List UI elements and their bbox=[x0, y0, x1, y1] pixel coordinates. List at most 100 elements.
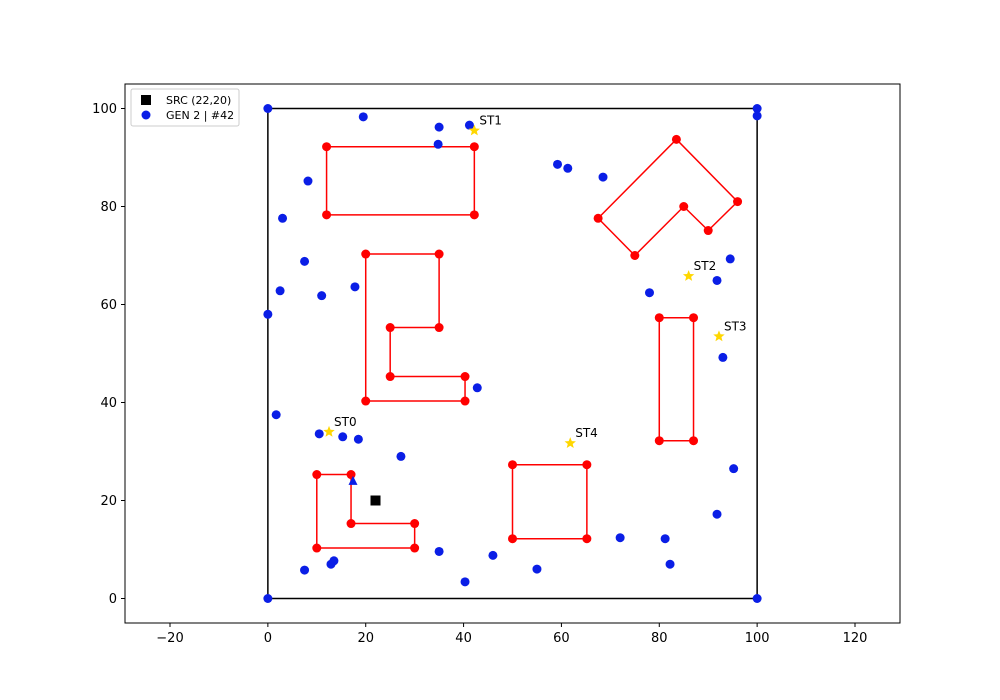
point-0-39 bbox=[263, 594, 273, 603]
obstacle-4-vertex-1 bbox=[689, 436, 699, 446]
point-0-0 bbox=[263, 104, 273, 113]
obstacle-1-vertex-7 bbox=[361, 249, 371, 259]
point-0-26 bbox=[396, 451, 406, 461]
obstacle-1-vertex-3 bbox=[385, 372, 395, 382]
obstacle-1-vertex-5 bbox=[434, 323, 444, 333]
obstacle-5-vertex-5 bbox=[671, 134, 681, 144]
station-label-3: ST3 bbox=[724, 319, 747, 333]
obstacle-3-vertex-2 bbox=[582, 460, 592, 470]
point-0-4 bbox=[433, 139, 443, 149]
obstacle-1-vertex-6 bbox=[434, 249, 444, 259]
point-0-30 bbox=[660, 534, 670, 544]
x-tick-label-1: 0 bbox=[264, 631, 272, 646]
y-tick-label-5: 100 bbox=[92, 102, 117, 117]
obstacle-0-vertex-2 bbox=[469, 142, 479, 152]
obstacle-5-vertex-3 bbox=[703, 226, 713, 236]
point-0-7 bbox=[303, 176, 313, 186]
obstacle-0-vertex-1 bbox=[469, 210, 479, 220]
legend-marker-0 bbox=[141, 95, 151, 105]
obstacle-2-vertex-2 bbox=[410, 519, 420, 529]
obstacle-4-vertex-2 bbox=[689, 313, 699, 323]
point-0-37 bbox=[532, 564, 542, 574]
point-0-27 bbox=[729, 464, 739, 474]
point-0-12 bbox=[300, 256, 310, 266]
obstacle-2-vertex-5 bbox=[312, 470, 322, 480]
point-0-17 bbox=[725, 254, 735, 264]
obstacle-5-vertex-0 bbox=[593, 213, 603, 223]
obstacle-1-vertex-2 bbox=[460, 372, 470, 382]
x-tick-label-7: 120 bbox=[843, 631, 868, 646]
obstacle-1-vertex-1 bbox=[460, 396, 470, 406]
x-tick-label-3: 40 bbox=[455, 631, 472, 646]
station-star-2 bbox=[682, 270, 695, 281]
point-0-18 bbox=[712, 275, 722, 285]
y-tick-label-3: 60 bbox=[100, 298, 117, 313]
legend-label-0: SRC (22,20) bbox=[166, 94, 231, 107]
obstacle-4-vertex-3 bbox=[654, 313, 664, 323]
point-0-23 bbox=[314, 429, 324, 439]
point-0-28 bbox=[712, 509, 722, 519]
point-0-5 bbox=[752, 104, 762, 113]
x-tick-label-5: 80 bbox=[651, 631, 668, 646]
point-0-2 bbox=[434, 122, 444, 132]
obstacles-layer bbox=[312, 134, 743, 553]
obstacle-5-vertex-1 bbox=[630, 251, 640, 260]
y-tick-label-4: 80 bbox=[100, 200, 117, 215]
obstacle-2-vertex-1 bbox=[410, 543, 420, 553]
point-0-36 bbox=[488, 550, 498, 560]
point-0-38 bbox=[460, 577, 470, 587]
obstacle-1-vertex-0 bbox=[361, 396, 371, 406]
source-marker bbox=[370, 495, 381, 506]
point-0-35 bbox=[434, 546, 444, 556]
obstacle-5-vertex-4 bbox=[733, 197, 743, 207]
obstacle-2-vertex-4 bbox=[346, 470, 356, 480]
obstacle-2-vertex-3 bbox=[346, 519, 356, 529]
point-0-16 bbox=[263, 309, 273, 319]
station-star-0 bbox=[323, 425, 335, 437]
point-0-3 bbox=[464, 120, 474, 130]
point-0-15 bbox=[350, 282, 360, 292]
obstacle-2-vertex-0 bbox=[312, 543, 322, 553]
point-0-24 bbox=[338, 432, 348, 442]
point-0-10 bbox=[563, 163, 573, 173]
point-0-11 bbox=[598, 172, 608, 182]
point-0-6 bbox=[752, 111, 762, 121]
obstacle-0-vertex-3 bbox=[322, 142, 332, 152]
legend-marker-1 bbox=[141, 110, 151, 120]
stations-layer: ST0 ST1 ST2 ST3 ST4 bbox=[323, 114, 747, 449]
obstacle-3-vertex-0 bbox=[508, 534, 517, 544]
station-label-2: ST2 bbox=[694, 259, 717, 273]
station-label-1: ST1 bbox=[479, 114, 502, 128]
legend-label-1: GEN 2 | #42 bbox=[166, 109, 234, 122]
axes-layer: −20 0 20 40 60 80 100 120 0 20 40 60 80 100 bbox=[92, 102, 867, 646]
x-tick-label-0: −20 bbox=[156, 631, 183, 646]
obstacle-1-vertex-4 bbox=[385, 323, 395, 333]
obstacle-3-vertex-1 bbox=[582, 534, 592, 544]
obstacle-3-vertex-3 bbox=[508, 460, 517, 470]
obstacle-5-vertex-2 bbox=[679, 202, 689, 211]
y-tick-label-2: 40 bbox=[100, 396, 117, 411]
station-label-4: ST4 bbox=[575, 426, 598, 440]
point-0-19 bbox=[644, 288, 654, 298]
point-0-31 bbox=[665, 559, 675, 569]
point-0-13 bbox=[275, 286, 285, 296]
triangle-marker-0 bbox=[348, 475, 358, 485]
y-tick-label-0: 0 bbox=[109, 592, 117, 607]
point-0-20 bbox=[718, 352, 728, 362]
point-0-9 bbox=[553, 159, 563, 169]
x-tick-label-6: 100 bbox=[745, 631, 770, 646]
x-tick-label-4: 60 bbox=[553, 631, 570, 646]
point-0-34 bbox=[329, 556, 339, 566]
obstacle-4-vertex-0 bbox=[654, 436, 664, 446]
point-0-22 bbox=[271, 410, 281, 420]
station-star-4 bbox=[564, 437, 576, 449]
point-0-14 bbox=[317, 291, 327, 301]
points-layer bbox=[263, 104, 762, 603]
station-label-0: ST0 bbox=[334, 415, 357, 429]
legend-box bbox=[130, 88, 240, 127]
point-0-25 bbox=[353, 434, 363, 444]
station-star-1 bbox=[468, 124, 481, 136]
obstacle-0-vertex-0 bbox=[322, 210, 332, 220]
point-0-29 bbox=[615, 533, 625, 543]
